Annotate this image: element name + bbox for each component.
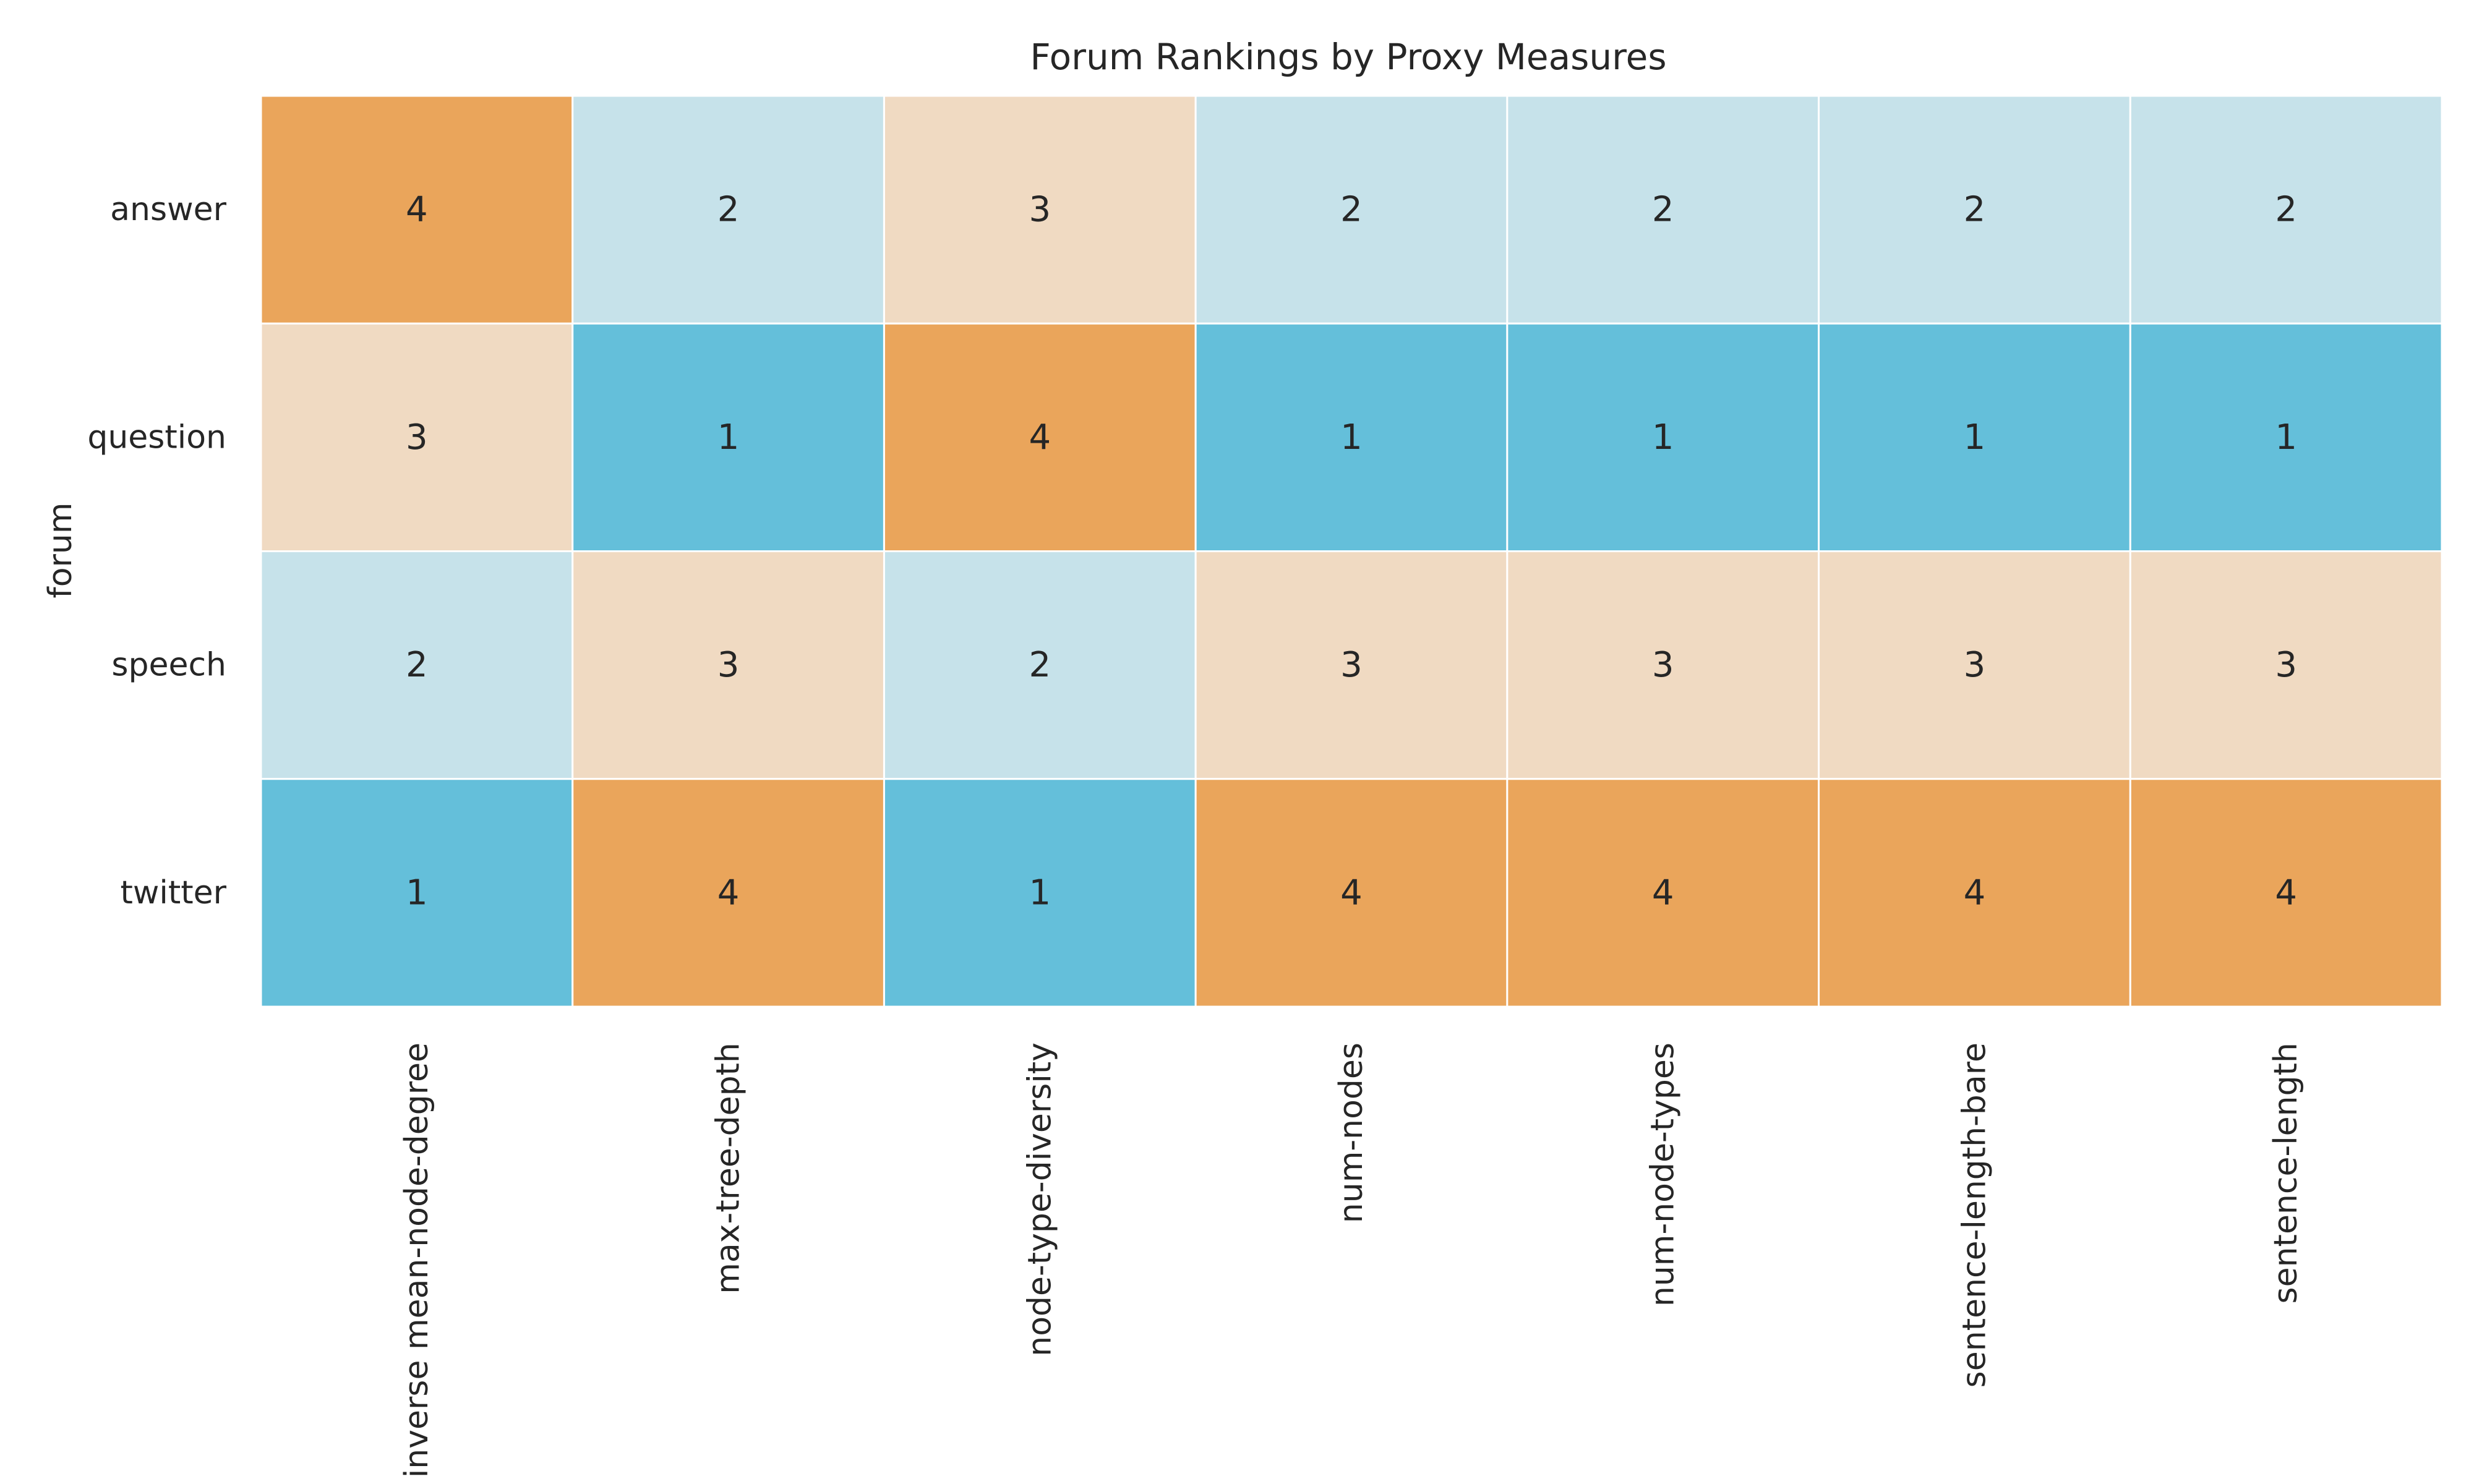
row-tick-label: question bbox=[87, 419, 226, 456]
cell-value-label: 3 bbox=[1652, 645, 1674, 685]
column-tick-label: sentence-length-bare bbox=[1956, 1043, 1993, 1388]
column-labels: inverse mean-node-degree max-tree-depth no… bbox=[398, 1043, 2305, 1478]
column-tick-label: num-node-types bbox=[1645, 1043, 1682, 1307]
cell-value-label: 3 bbox=[1964, 645, 1986, 685]
heatmap-cell bbox=[883, 322, 1197, 552]
cell-value-label: 3 bbox=[2275, 645, 2297, 685]
column-tick-label: sentence-length bbox=[2267, 1043, 2305, 1303]
cell-value-label: 1 bbox=[1029, 872, 1051, 913]
heatmap-cell bbox=[571, 778, 885, 1008]
cell-value-label: 1 bbox=[2275, 417, 2297, 458]
heatmap-cell bbox=[571, 322, 885, 552]
cell-value-label: 4 bbox=[1029, 417, 1051, 458]
cell-value-label: 1 bbox=[1340, 417, 1363, 458]
column-tick-label: num-nodes bbox=[1333, 1043, 1370, 1223]
cell-value-label: 1 bbox=[1652, 417, 1674, 458]
row-tick-label: speech bbox=[111, 647, 226, 684]
heatmap-cell bbox=[2129, 550, 2443, 780]
cell-value-label: 3 bbox=[1340, 645, 1363, 685]
row-tick-label: answer bbox=[110, 191, 226, 228]
y-axis-label: forum bbox=[42, 502, 79, 598]
cell-value-label: 1 bbox=[1964, 417, 1986, 458]
heatmap-cell bbox=[1818, 322, 2131, 552]
heatmap-cell bbox=[1506, 322, 1820, 552]
row-tick-label: twitter bbox=[120, 874, 226, 911]
cell-value-label: 2 bbox=[717, 190, 740, 230]
heatmap-cell bbox=[1818, 550, 2131, 780]
cell-value-label: 4 bbox=[1652, 872, 1674, 913]
column-tick-label: max-tree-depth bbox=[710, 1043, 747, 1294]
cell-value-label: 2 bbox=[1652, 190, 1674, 230]
cell-value-label: 1 bbox=[406, 872, 428, 913]
cell-value-label: 1 bbox=[717, 417, 740, 458]
chart-title: Forum Rankings by Proxy Measures bbox=[1030, 36, 1666, 78]
cell-value-label: 4 bbox=[1340, 872, 1363, 913]
heatmap-cell bbox=[883, 95, 1197, 325]
heatmap-cell bbox=[260, 550, 574, 780]
column-tick-label: node-type-diversity bbox=[1021, 1043, 1058, 1357]
heatmap-cell bbox=[260, 778, 574, 1008]
heatmap-cell bbox=[883, 778, 1197, 1008]
heatmap-cell bbox=[1194, 95, 1509, 325]
cell-value-label: 2 bbox=[2275, 190, 2297, 230]
cell-value-label: 4 bbox=[1964, 872, 1986, 913]
cell-value-label: 2 bbox=[1029, 645, 1051, 685]
heatmap-cell bbox=[1506, 550, 1820, 780]
heatmap-cell bbox=[571, 550, 885, 780]
heatmap-cell bbox=[571, 95, 885, 325]
heatmap-cell bbox=[260, 322, 574, 552]
cell-value-label: 2 bbox=[406, 645, 428, 685]
cell-value-label: 3 bbox=[1029, 190, 1051, 230]
row-labels: answer question speech twitter bbox=[87, 191, 226, 911]
heatmap-cell bbox=[1194, 550, 1509, 780]
cell-value-label: 3 bbox=[717, 645, 740, 685]
heatmap-cell bbox=[2129, 95, 2443, 325]
heatmap-cell bbox=[883, 550, 1197, 780]
heatmap-cell bbox=[260, 95, 574, 325]
cell-value-label: 2 bbox=[1964, 190, 1986, 230]
heatmap-cell bbox=[1506, 778, 1820, 1008]
cell-value-label: 4 bbox=[717, 872, 740, 913]
cell-value-label: 2 bbox=[1340, 190, 1363, 230]
heatmap-cell bbox=[2129, 322, 2443, 552]
heatmap-cell bbox=[1194, 778, 1509, 1008]
cell-value-label: 4 bbox=[406, 190, 428, 230]
cell-value-label: 4 bbox=[2275, 872, 2297, 913]
column-tick-label: inverse mean-node-degree bbox=[398, 1043, 435, 1478]
heatmap-cells: 4 2 3 2 2 2 2 3 1 4 1 1 1 1 2 3 2 3 3 3 3 1 4 1 4 4 4 4 bbox=[260, 95, 2443, 1008]
cell-value-label: 3 bbox=[406, 417, 428, 458]
heatmap-cell bbox=[2129, 778, 2443, 1008]
